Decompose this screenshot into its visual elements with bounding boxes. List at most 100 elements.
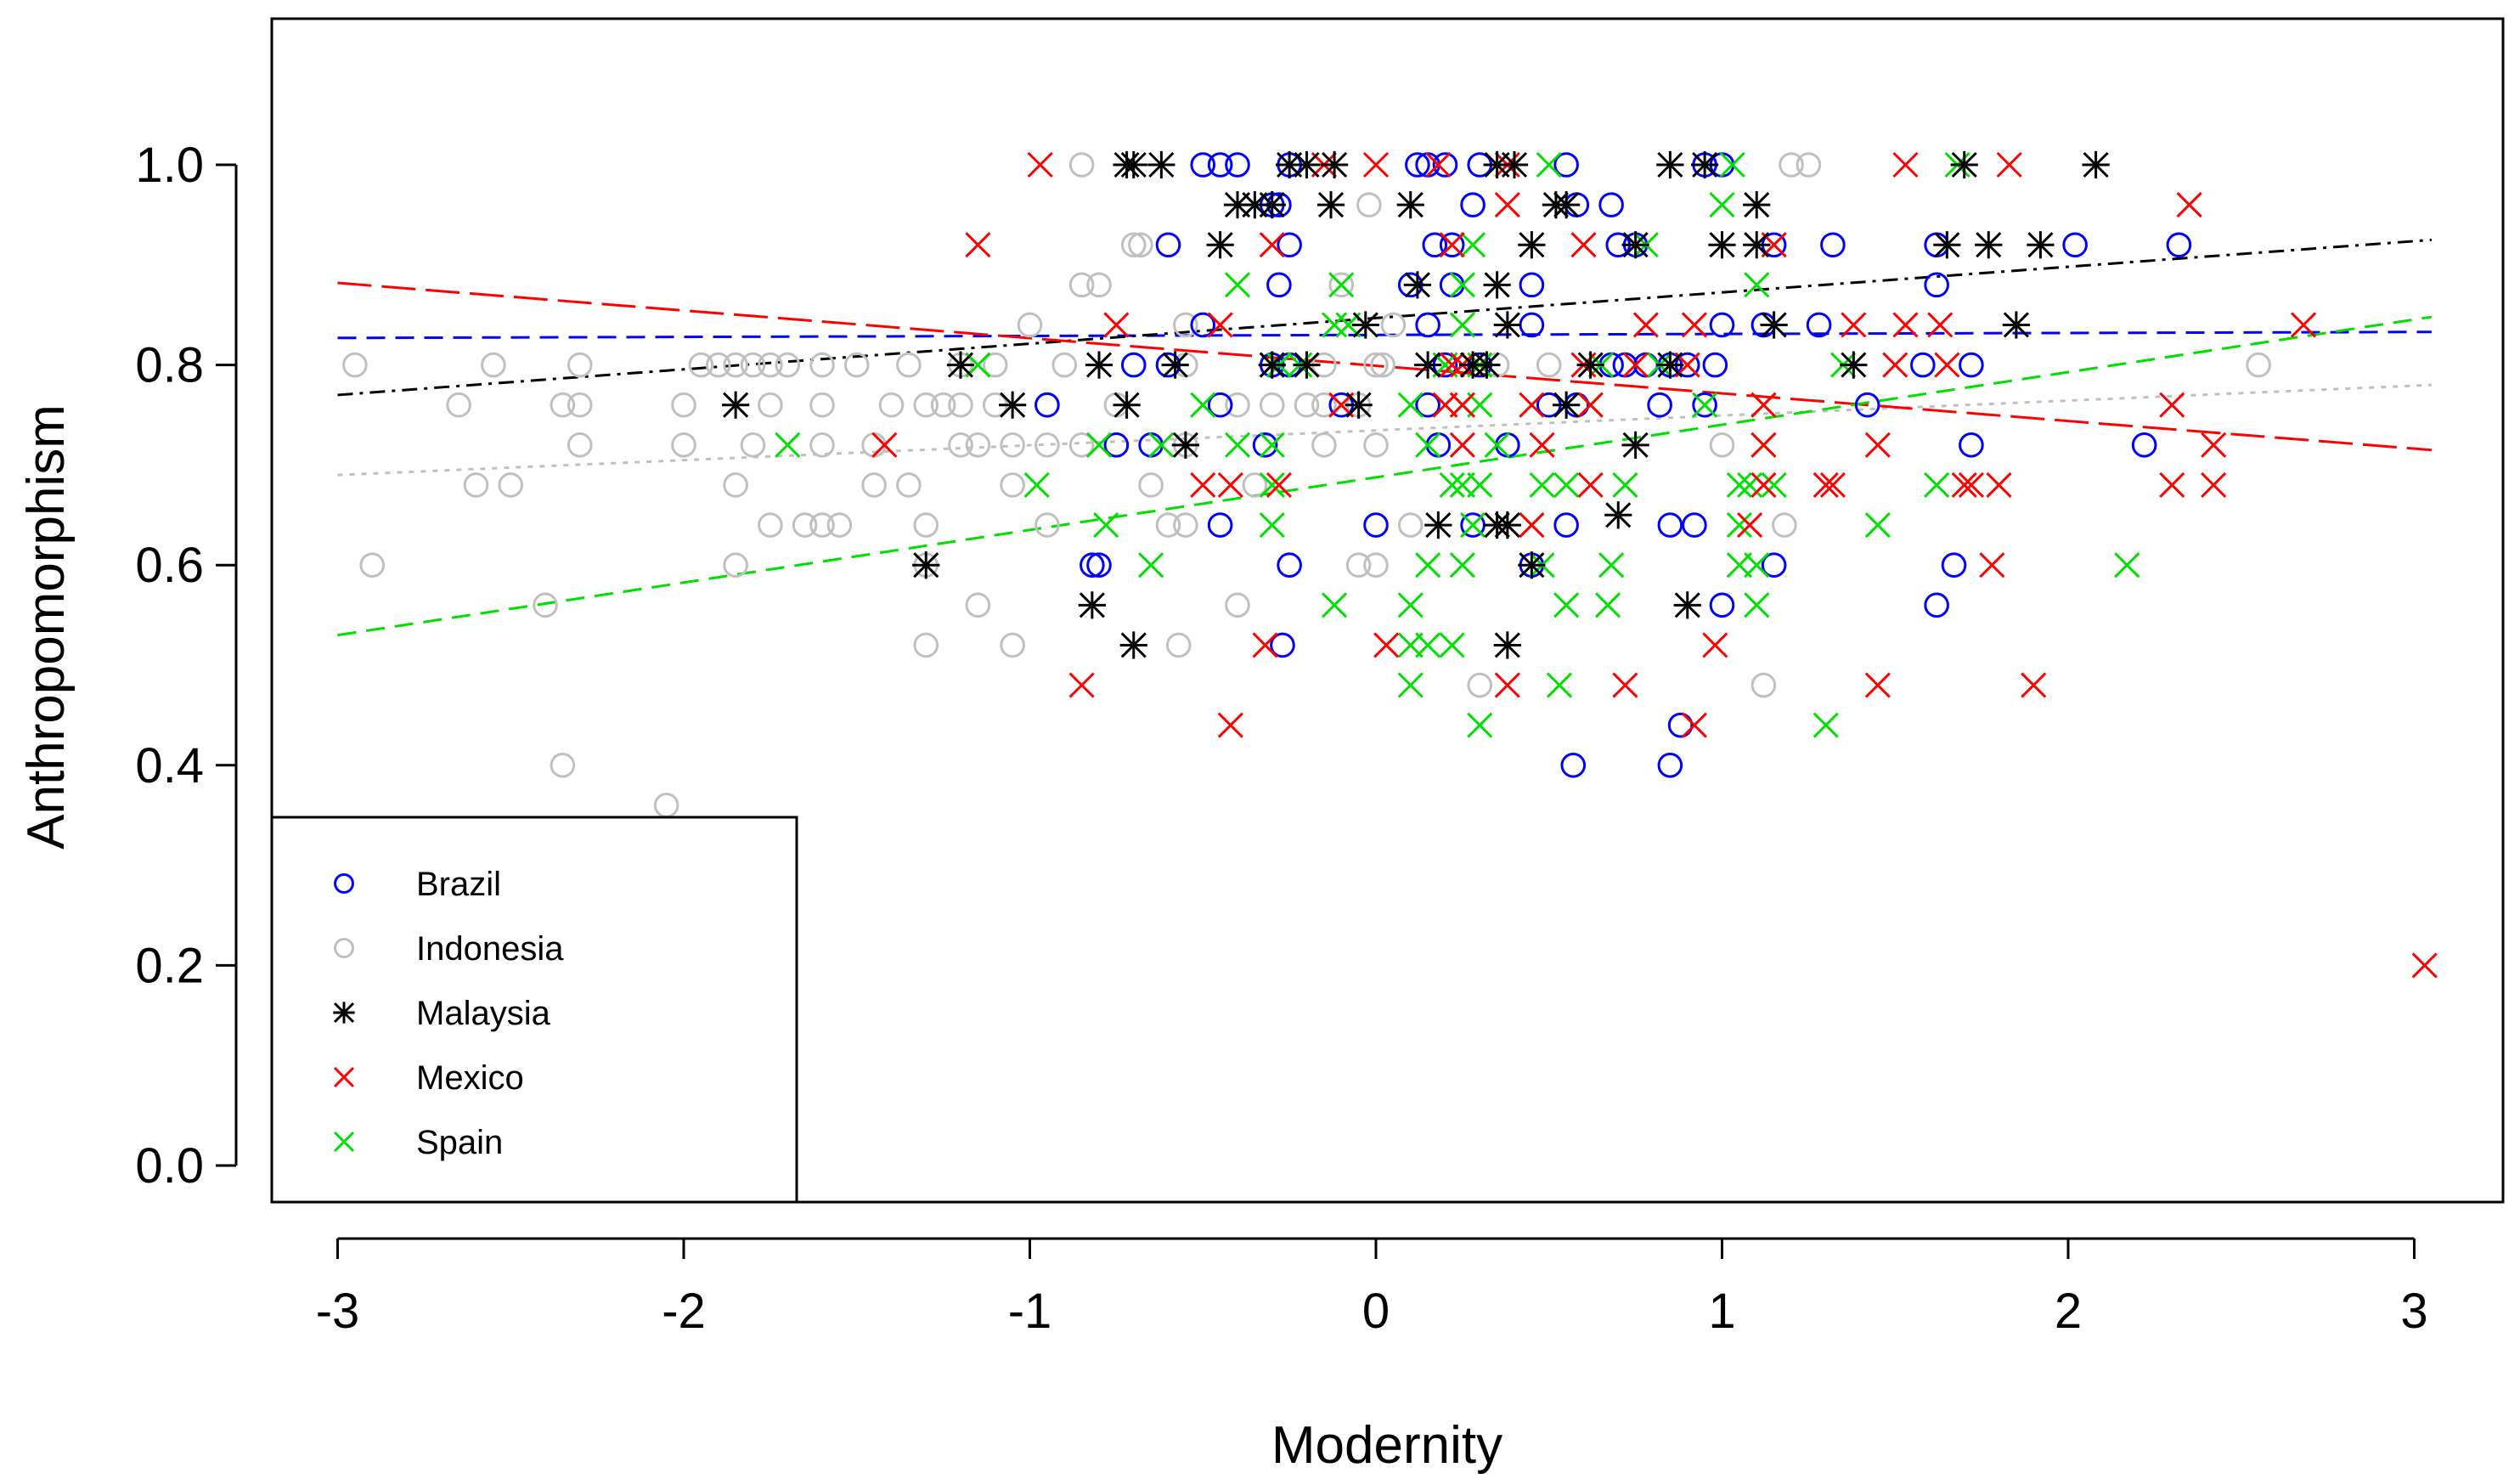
- point-brazil-shape: [1252, 432, 1278, 458]
- point-mexico-stroke-b: [1027, 151, 1053, 178]
- y-tick-label: 1.0: [135, 138, 204, 193]
- point-mexico: [2291, 312, 2317, 338]
- point-indonesia-shape: [1750, 672, 1777, 698]
- point-spain: [1460, 232, 1486, 258]
- point-malaysia: [1321, 150, 1349, 179]
- point-mexico: [2201, 432, 2227, 458]
- point-brazil: [1207, 392, 1233, 418]
- point-indonesia-shape: [1128, 232, 1153, 258]
- point-indonesia-shape: [359, 552, 386, 579]
- point-indonesia-shape: [896, 472, 922, 498]
- point-spain: [1467, 712, 1493, 738]
- point-spain-stroke-b: [1415, 432, 1441, 458]
- point-brazil-shape: [1086, 552, 1112, 579]
- point-brazil: [1761, 552, 1787, 579]
- point-indonesia-shape: [1242, 472, 1268, 498]
- point-indonesia: [878, 392, 905, 418]
- point-mexico: [1892, 312, 1919, 338]
- point-spain: [1744, 592, 1770, 618]
- point-malaysia: [1673, 591, 1701, 619]
- point-indonesia-shape: [1068, 432, 1095, 458]
- point-indonesia-shape: [1225, 392, 1250, 418]
- point-indonesia-shape: [1772, 512, 1797, 538]
- point-spain-stroke-b: [1726, 471, 1752, 499]
- point-mexico: [2159, 392, 2185, 418]
- point-mexico-stroke-b: [1864, 672, 1891, 698]
- point-mexico: [1986, 471, 2012, 499]
- point-mexico-stroke-b: [1577, 392, 1604, 418]
- point-indonesia-shape: [2246, 352, 2271, 378]
- point-indonesia: [1128, 232, 1153, 258]
- point-spain-stroke-b: [1864, 512, 1891, 539]
- point-malaysia: [1293, 351, 1321, 379]
- point-mexico-stroke-b: [1570, 232, 1597, 258]
- legend-marker-brazil-shape: [334, 873, 354, 894]
- point-spain-stroke-b: [1328, 272, 1355, 298]
- point-mexico: [1681, 712, 1707, 738]
- point-mexico: [1750, 432, 1777, 458]
- point-mexico-stroke-b: [2291, 312, 2317, 338]
- point-malaysia: [1743, 191, 1771, 219]
- point-indonesia: [1311, 432, 1337, 458]
- point-brazil-shape: [1709, 312, 1735, 338]
- point-mexico-stroke-b: [1068, 672, 1095, 698]
- legend-marker-malaysia: [333, 1002, 355, 1024]
- point-mexico-stroke-b: [1812, 471, 1839, 499]
- point-spain: [1536, 151, 1562, 178]
- point-indonesia: [688, 352, 714, 378]
- point-brazil: [1941, 552, 1967, 579]
- point-mexico-stroke-b: [1819, 471, 1846, 499]
- point-brazil-shape: [1405, 152, 1430, 178]
- point-brazil-shape: [1439, 232, 1465, 258]
- point-mexico-stroke-b: [1207, 312, 1233, 338]
- point-mexico: [1819, 471, 1846, 499]
- point-mexico-stroke-b: [1882, 352, 1908, 378]
- axes: -3 -2 -1 0 1 2 3 0.0 0.2 0.4 0.6 0.8 1.0: [135, 138, 2427, 1339]
- point-indonesia-shape: [740, 432, 766, 458]
- point-mexico-stroke-b: [1892, 312, 1919, 338]
- point-mexico-stroke-b: [1519, 392, 1545, 418]
- point-mexico: [1217, 471, 1243, 499]
- point-malaysia: [1518, 231, 1546, 259]
- point-brazil: [1120, 352, 1147, 378]
- point-malaysia: [1171, 431, 1199, 459]
- point-indonesia-shape: [723, 552, 748, 579]
- point-mexico-stroke-b: [1750, 471, 1777, 499]
- point-indonesia-shape: [1328, 272, 1355, 298]
- point-indonesia-shape: [758, 392, 783, 418]
- point-mexico: [1841, 312, 1867, 338]
- point-malaysia: [999, 391, 1027, 419]
- point-spain: [1449, 272, 1475, 298]
- point-spain-stroke-b: [1460, 232, 1486, 258]
- point-mexico: [1632, 312, 1659, 338]
- point-malaysia: [1293, 150, 1321, 179]
- legend-item-brazil: Brazil: [334, 866, 501, 903]
- point-spain-stroke-b: [1692, 392, 1718, 418]
- point-spain-stroke-b: [1449, 552, 1475, 579]
- point-spain-stroke-b: [775, 432, 801, 458]
- point-mexico-stroke-b: [1681, 712, 1707, 738]
- point-brazil: [1647, 392, 1672, 418]
- point-brazil-shape: [1266, 272, 1292, 298]
- point-indonesia-shape: [758, 352, 783, 378]
- point-spain: [1726, 512, 1752, 539]
- point-mexico-stroke-b: [1702, 632, 1728, 658]
- point-spain: [1598, 552, 1625, 579]
- point-brazil-shape: [1432, 152, 1458, 178]
- point-malaysia: [1351, 311, 1379, 339]
- point-indonesia-shape: [1000, 472, 1025, 498]
- legend-label-indonesia: Indonesia: [416, 930, 564, 968]
- legend-marker-spain-stroke-b: [333, 1131, 355, 1153]
- point-indonesia: [1397, 512, 1423, 538]
- point-indonesia-shape: [1363, 352, 1389, 378]
- point-brazil: [1924, 592, 1949, 618]
- point-mexico: [1702, 632, 1728, 658]
- point-spain-stroke-b: [1553, 592, 1580, 618]
- point-brazil: [1277, 232, 1302, 258]
- point-indonesia-shape: [1173, 312, 1198, 338]
- point-indonesia: [1173, 512, 1198, 538]
- point-spain-stroke-b: [1138, 552, 1164, 579]
- point-malaysia: [1840, 351, 1868, 379]
- point-indonesia: [1034, 512, 1060, 538]
